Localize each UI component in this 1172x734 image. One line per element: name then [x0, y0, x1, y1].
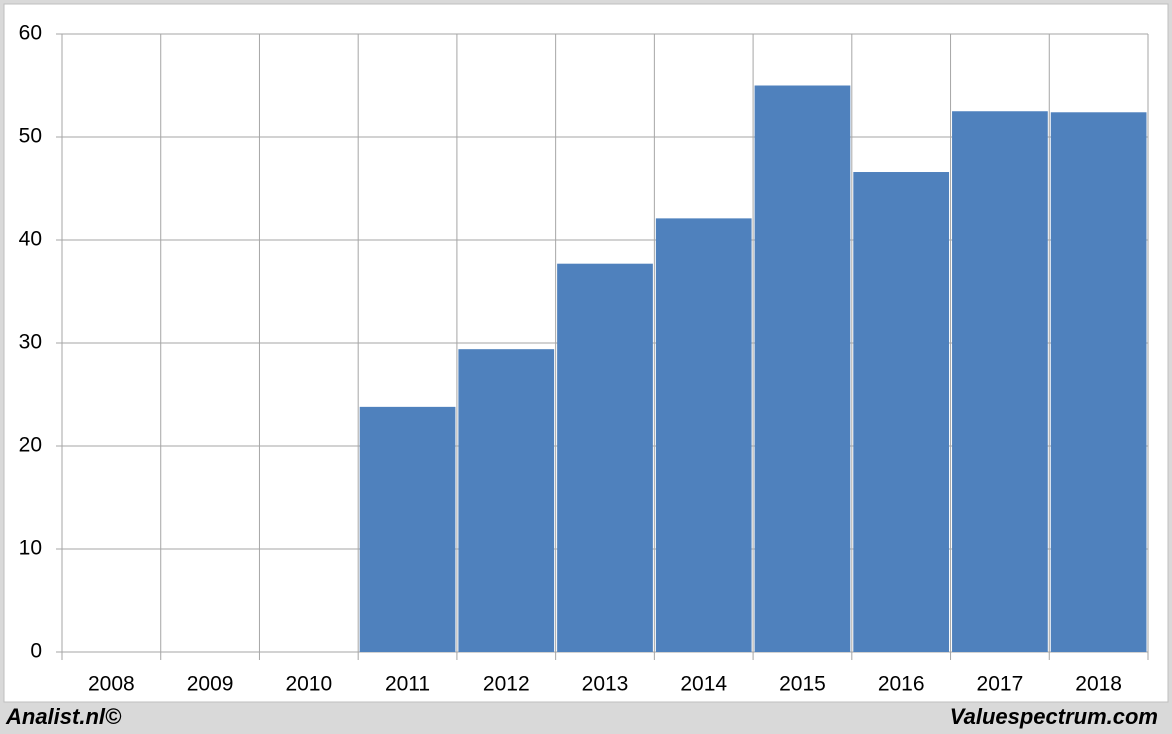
x-tick-label: 2010	[285, 673, 332, 696]
x-tick-label: 2015	[779, 673, 826, 696]
x-tick-label: 2013	[582, 673, 629, 696]
x-tick-label: 2018	[1075, 673, 1122, 696]
y-tick-label: 60	[19, 22, 42, 45]
x-tick-label: 2012	[483, 673, 530, 696]
x-tick-label: 2014	[680, 673, 727, 696]
footer-left: Analist.nl©	[5, 704, 122, 729]
x-tick-label: 2017	[977, 673, 1024, 696]
bar	[952, 111, 1048, 652]
y-tick-label: 10	[19, 537, 42, 560]
x-tick-label: 2008	[88, 673, 135, 696]
bar	[557, 263, 653, 652]
y-tick-label: 20	[19, 434, 42, 457]
footer-right: Valuespectrum.com	[950, 704, 1158, 729]
y-tick-label: 40	[19, 228, 42, 251]
x-tick-label: 2009	[187, 673, 234, 696]
x-tick-label: 2016	[878, 673, 925, 696]
y-tick-label: 30	[19, 331, 42, 354]
bar	[1050, 112, 1147, 652]
y-tick-label: 0	[30, 640, 42, 663]
bar	[458, 349, 555, 652]
y-tick-label: 50	[19, 125, 42, 148]
bar	[853, 172, 950, 652]
bar	[655, 218, 752, 652]
bar	[359, 406, 456, 652]
bar	[754, 85, 851, 652]
x-tick-label: 2011	[385, 673, 430, 696]
